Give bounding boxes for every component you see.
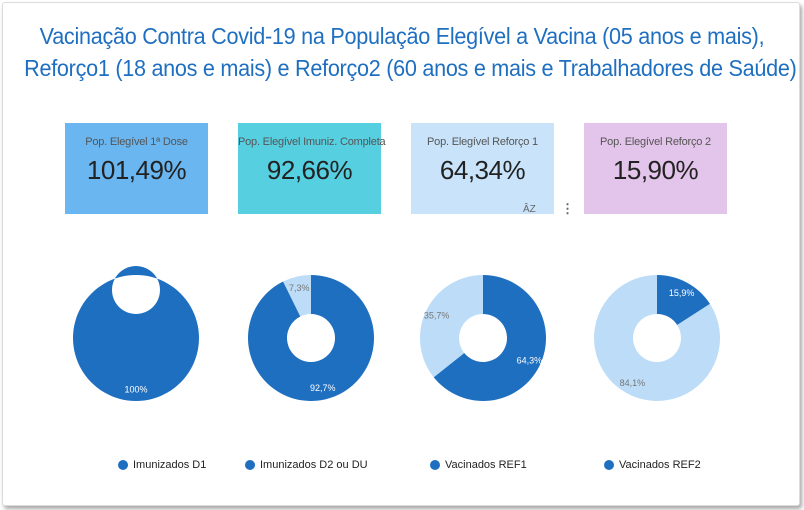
kpi-card-dose1: Pop. Elegível 1ª Dose 101,49% — [65, 123, 208, 214]
data-label: 84,1% — [620, 378, 646, 388]
legend-item[interactable]: Vacinados REF2 — [604, 459, 701, 471]
kpi-value: 92,66% — [266, 155, 353, 185]
legend-label: Imunizados D1 — [133, 459, 207, 471]
donut-slice[interactable] — [594, 275, 720, 401]
sort-az-icon[interactable]: ÂZ — [523, 204, 536, 215]
legend-label: Vacinados REF2 — [619, 459, 701, 471]
legend-swatch — [430, 460, 440, 470]
legend-label: Vacinados REF1 — [445, 459, 527, 471]
legend-swatch — [118, 460, 128, 470]
title-line-2: Reforço1 (18 anos e mais) e Reforço2 (60… — [24, 55, 797, 81]
title-line-1: Vacinação Contra Covid-19 na População E… — [39, 23, 765, 49]
page-title: Vacinação Contra Covid-19 na População E… — [24, 20, 797, 84]
donut-slice[interactable] — [433, 275, 546, 401]
kpi-label: Pop. Elegível Reforço 1 — [427, 136, 538, 148]
kpi-label: Pop. Elegível 1ª Dose — [85, 136, 188, 148]
kpi-card-imuniz-completa: Pop. Elegível Imuniz. Completa 92,66% — [238, 123, 386, 214]
data-label: 100% — [124, 385, 147, 395]
kpi-card-reforco1: Pop. Elegível Reforço 1 64,34% — [411, 123, 554, 214]
kpi-value: 15,90% — [612, 155, 699, 185]
kpi-card-reforco2: Pop. Elegível Reforço 2 15,90% — [584, 123, 727, 214]
donut-slice[interactable] — [657, 275, 710, 326]
donut-slice[interactable] — [72, 266, 199, 402]
kpi-value: 64,34% — [439, 155, 526, 185]
legend-swatch — [604, 460, 614, 470]
donut-slice[interactable] — [283, 275, 311, 317]
legend-item[interactable]: Imunizados D2 ou DU — [245, 459, 368, 471]
legend-item[interactable]: Imunizados D1 — [118, 459, 206, 471]
data-label: 35,7% — [424, 311, 450, 321]
donut-slice[interactable] — [420, 275, 483, 378]
data-label: 15,9% — [669, 288, 695, 298]
donut-slice[interactable] — [248, 275, 374, 402]
kpi-label: Pop. Elegível Imuniz. Completa — [238, 136, 386, 148]
legend-label: Imunizados D2 ou DU — [260, 459, 368, 471]
data-label: 64,3% — [517, 355, 543, 365]
kpi-label: Pop. Elegível Reforço 2 — [600, 136, 711, 148]
data-label: 92,7% — [310, 383, 336, 393]
data-label: 7,3% — [289, 283, 310, 293]
legend-swatch — [245, 460, 255, 470]
kebab-menu-icon[interactable]: ⋮ — [561, 201, 574, 216]
kpi-value: 101,49% — [86, 155, 187, 185]
legend-item[interactable]: Vacinados REF1 — [430, 459, 527, 471]
